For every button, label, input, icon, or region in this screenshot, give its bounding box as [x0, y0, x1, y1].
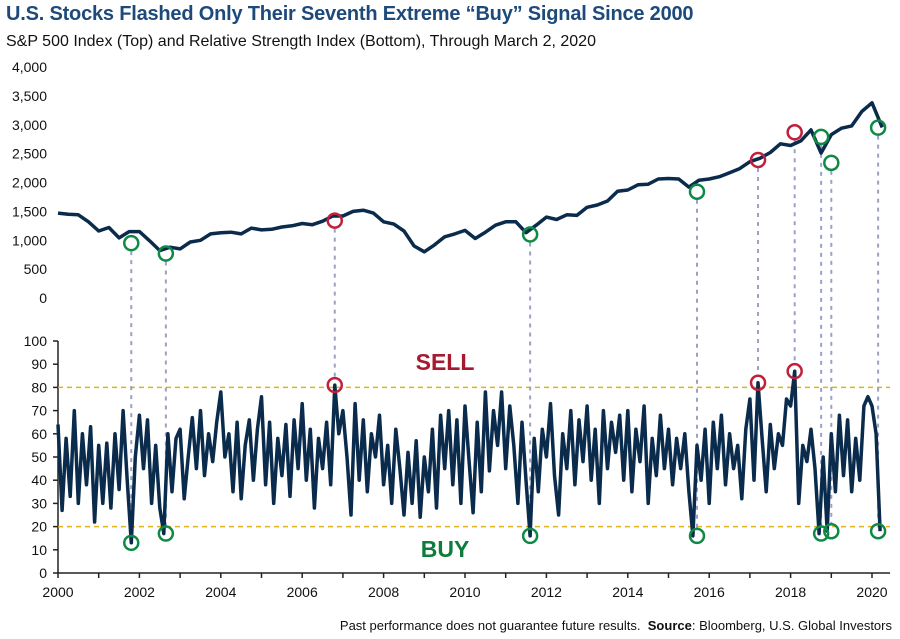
bottom-y-tick-label: 0	[39, 565, 47, 581]
top-y-tick-label: 3,000	[12, 117, 47, 133]
top-y-tick-label: 2,000	[12, 175, 47, 191]
top-sell-signal-marker	[786, 124, 803, 141]
buy-label: BUY	[421, 536, 470, 562]
bottom-buy-signal-marker	[157, 525, 175, 542]
disclaimer: Past performance does not guarantee futu…	[339, 618, 641, 633]
x-tick-label: 2012	[531, 584, 562, 600]
x-tick-label: 2004	[205, 584, 236, 600]
x-tick-label: 2016	[694, 584, 725, 600]
bottom-y-tick-label: 20	[31, 519, 47, 535]
x-tick-label: 2000	[42, 584, 73, 600]
bottom-y-tick-label: 40	[31, 472, 47, 488]
x-tick-label: 2018	[775, 584, 806, 600]
top-buy-signal-marker	[823, 154, 840, 172]
bottom-buy-signal-marker	[812, 525, 830, 542]
x-tick-label: 2014	[612, 584, 643, 600]
bottom-y-tick-label: 70	[31, 403, 47, 419]
top-y-tick-label: 4,000	[12, 59, 47, 75]
x-tick-label: 2008	[368, 584, 399, 600]
bottom-sell-signal-marker	[749, 374, 767, 392]
bottom-sell-signal-marker	[326, 376, 344, 394]
bottom-buy-signal-marker	[688, 527, 706, 545]
chart-subtitle: S&P 500 Index (Top) and Relative Strengt…	[6, 33, 596, 50]
x-tick-label: 2002	[124, 584, 155, 600]
rsi-line	[56, 369, 882, 545]
top-buy-signal-marker	[157, 245, 175, 262]
top-y-tick-label: 3,500	[12, 88, 47, 104]
bottom-y-tick-label: 100	[24, 333, 48, 349]
bottom-buy-signal-marker	[869, 522, 887, 540]
top-sell-signal-marker	[749, 151, 767, 169]
bottom-buy-signal-marker	[123, 534, 140, 552]
top-buy-signal-marker	[521, 226, 539, 243]
top-y-tick-label: 1,000	[12, 232, 47, 248]
bottom-y-tick-label: 30	[31, 495, 47, 511]
top-y-tick-label: 2,500	[12, 146, 47, 162]
top-sell-signal-marker	[326, 212, 344, 229]
bottom-buy-signal-marker	[823, 522, 840, 540]
source-text: : Bloomberg, U.S. Global Investors	[691, 618, 892, 633]
x-tick-label: 2006	[287, 584, 318, 600]
bottom-y-tick-label: 10	[31, 542, 47, 558]
x-tick-label: 2020	[856, 584, 887, 600]
top-buy-signal-marker	[869, 119, 887, 136]
top-buy-signal-marker	[123, 234, 140, 252]
bottom-sell-signal-marker	[786, 362, 803, 380]
top-y-tick-label: 500	[24, 261, 48, 277]
top-y-tick-label: 1,500	[12, 203, 47, 219]
top-buy-signal-marker	[688, 183, 706, 200]
bottom-y-tick-label: 60	[31, 426, 47, 442]
chart-title: U.S. Stocks Flashed Only Their Seventh E…	[6, 3, 694, 25]
footer: Past performance does not guarantee futu…	[340, 618, 892, 633]
sell-label: SELL	[416, 349, 475, 375]
bottom-y-tick-label: 90	[31, 356, 47, 372]
bottom-buy-signal-marker	[521, 527, 539, 545]
bottom-y-tick-label: 50	[31, 449, 47, 465]
sp500-line	[57, 101, 884, 254]
source-label: Source	[647, 618, 692, 633]
top-y-tick-label: 0	[39, 290, 47, 306]
bottom-y-tick-label: 80	[31, 379, 47, 395]
top-buy-signal-marker	[812, 128, 830, 146]
x-tick-label: 2010	[449, 584, 480, 600]
